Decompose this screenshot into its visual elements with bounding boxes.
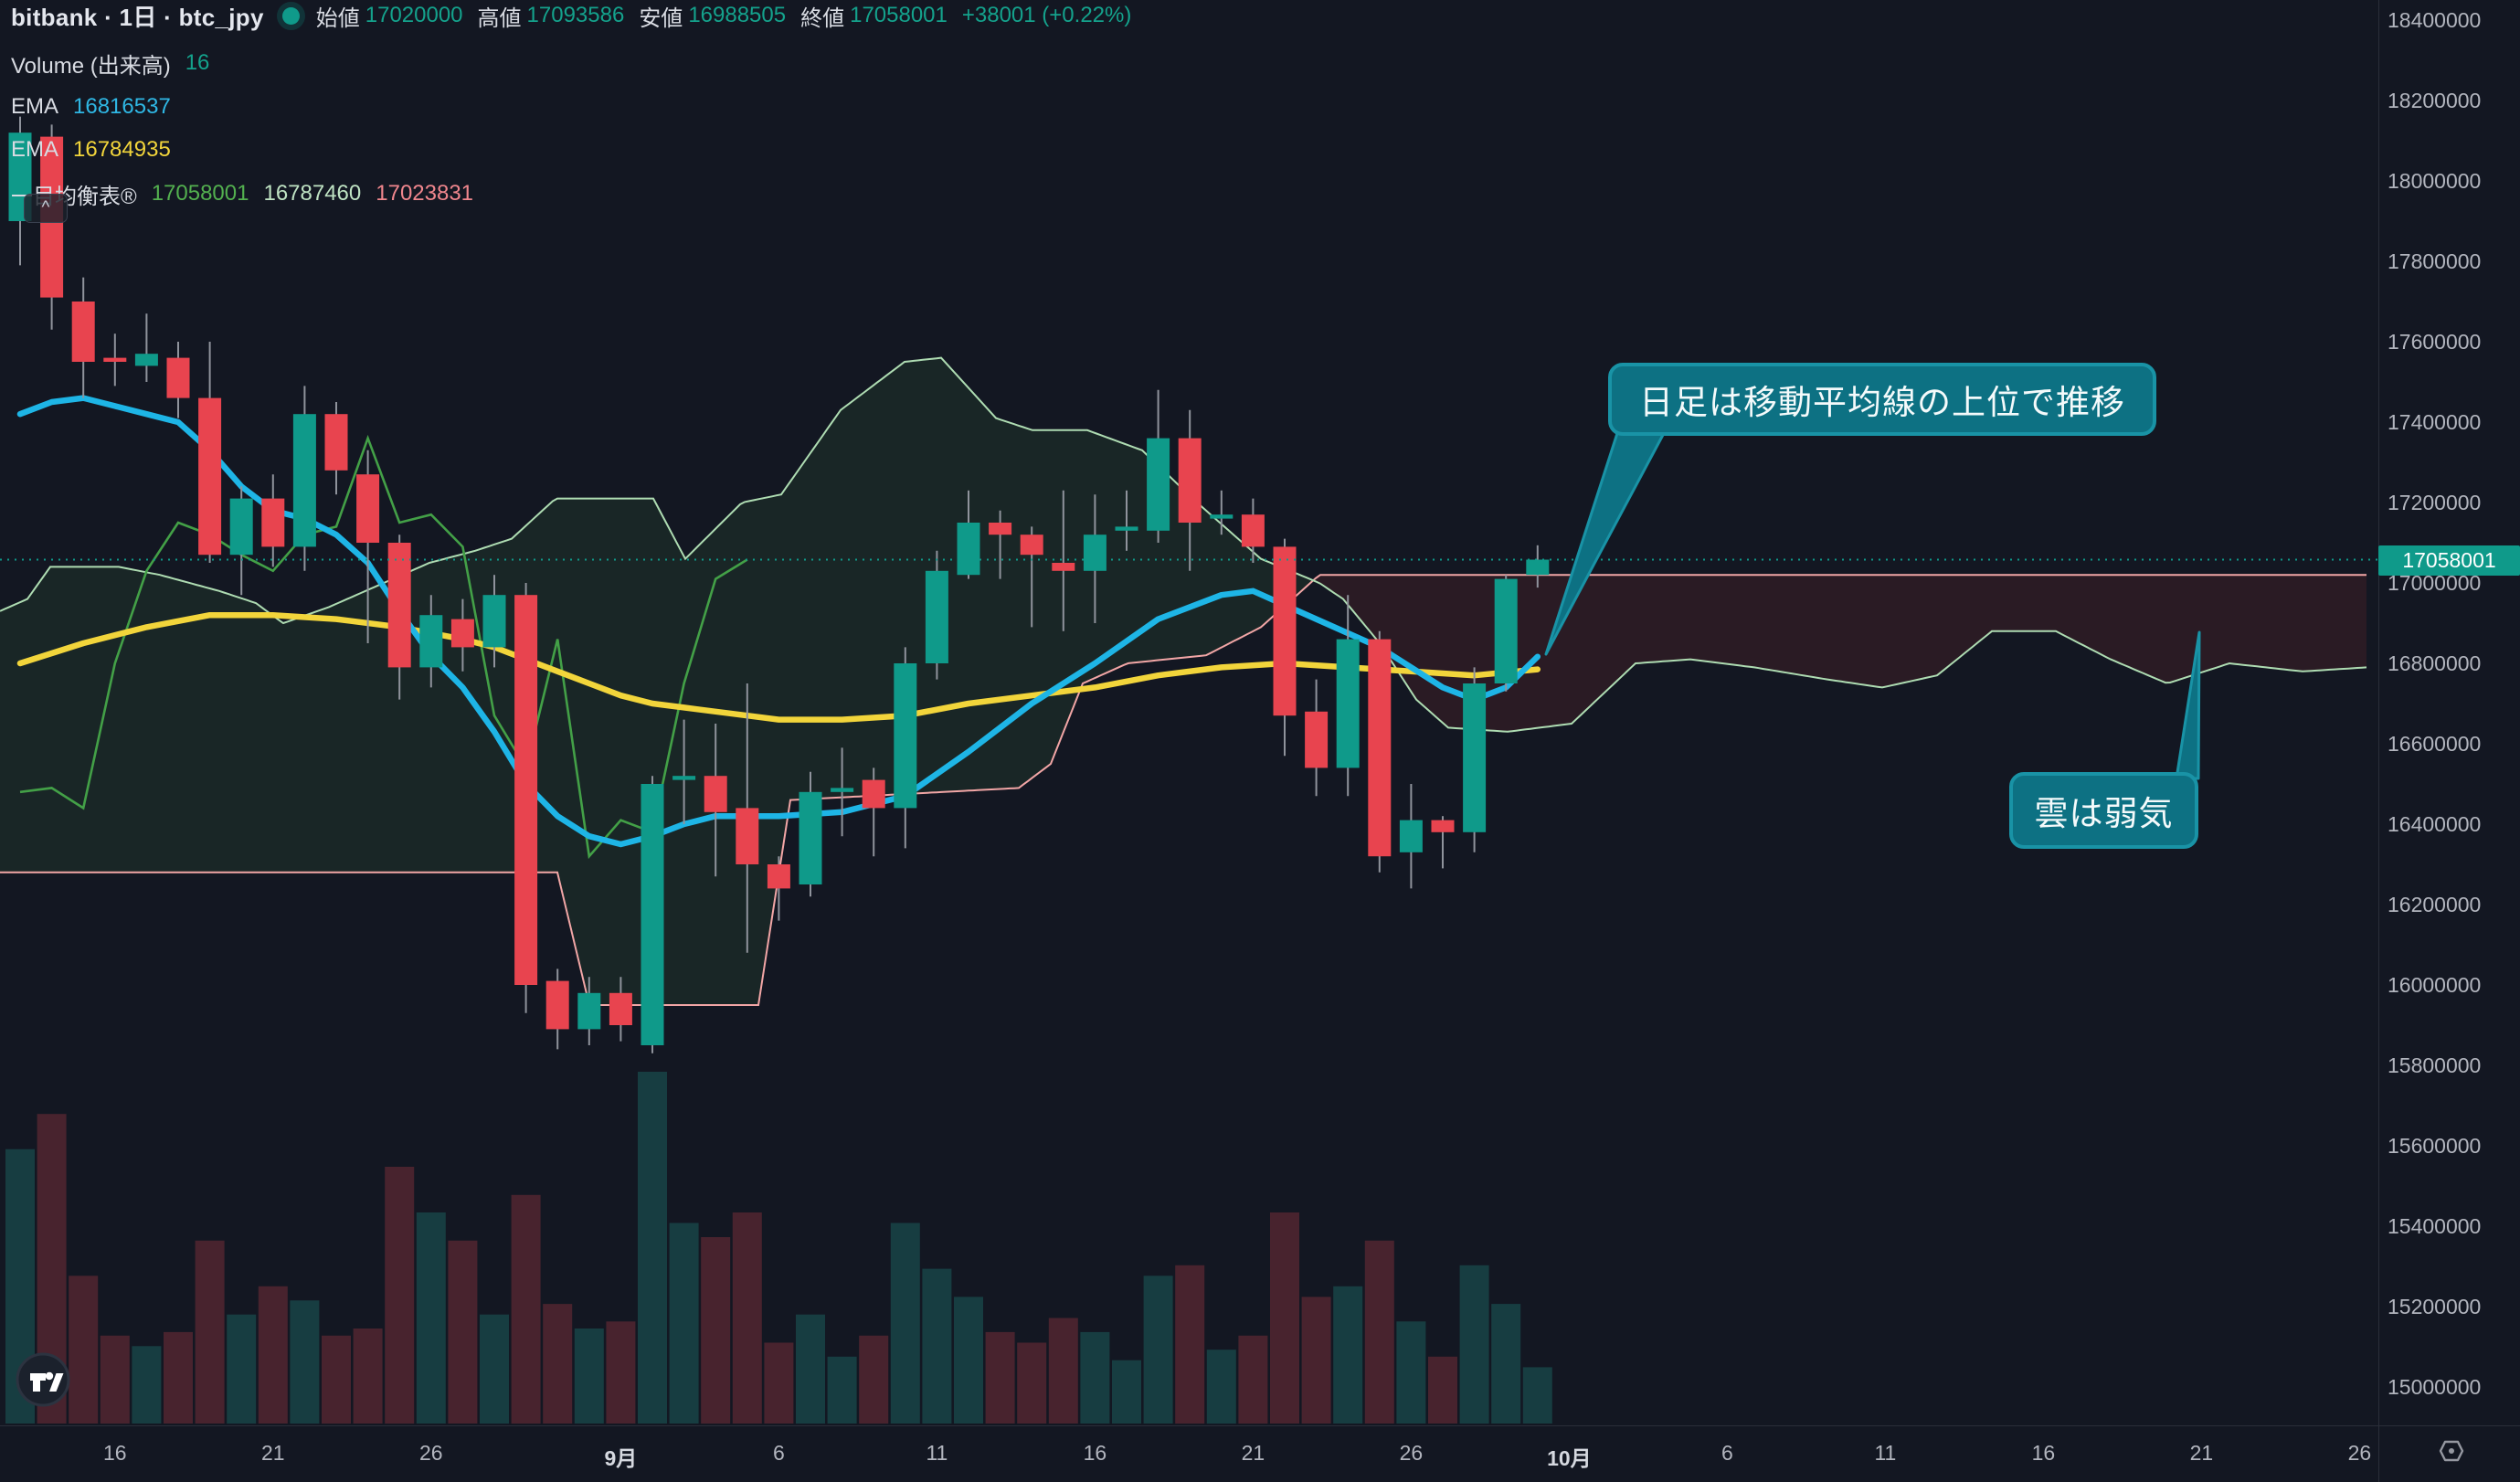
ichimoku-senkou-b-value: 17023831 (376, 181, 474, 206)
ohlc-values: 始値 17020000 高値 17093586 安値 16988505 終値 17058… (316, 0, 1141, 32)
time-axis[interactable]: 16 21 26 9月 6 11 16 21 26 10月 6 11 16 21 26 (0, 1426, 2520, 1482)
axis-separator-horizontal (0, 1425, 2520, 1426)
ichimoku-lagging-value: 17058001 (151, 181, 249, 206)
high-value: 17093586 (526, 3, 625, 27)
price-tick-label: 15800000 (2388, 1053, 2482, 1078)
price-tick-label: 18000000 (2388, 169, 2482, 194)
change-value: +38001 (+0.22%) (961, 3, 1132, 27)
price-tick-label: 16600000 (2388, 732, 2482, 757)
price-tick-label: 18200000 (2388, 89, 2482, 113)
symbol-row[interactable]: bitbank · 1日 · btc_jpy 始値 17020000 高値 1709… (11, 0, 1141, 32)
ichimoku-senkou-a-value: 16787460 (263, 181, 362, 206)
price-tick-label: 17600000 (2388, 330, 2482, 355)
time-tick-label: 21 (1241, 1441, 1265, 1465)
price-tick-label: 16400000 (2388, 812, 2482, 837)
annotation-text: 雲は弱気 (2034, 795, 2174, 832)
time-tick-label: 6 (772, 1441, 785, 1465)
price-tick-label: 16800000 (2388, 651, 2482, 676)
price-tick-label: 15400000 (2388, 1214, 2482, 1239)
time-tick-label: 21 (261, 1441, 285, 1465)
symbol-title: bitbank · 1日 · btc_jpy (11, 3, 264, 31)
price-tick-label: 18400000 (2388, 8, 2482, 33)
price-tick-label: 16000000 (2388, 973, 2482, 998)
annotation-text: 日足は移動平均線の上位で推移 (1639, 384, 2125, 421)
time-tick-label: 16 (1083, 1441, 1107, 1465)
time-tick-label: 6 (1721, 1441, 1733, 1465)
current-price-label: 17058001 (2378, 545, 2520, 576)
time-tick-label: 26 (419, 1441, 443, 1465)
time-tick-label: 9月 (604, 1446, 638, 1470)
low-label: 安値 (639, 5, 683, 31)
time-tick-label: 10月 (1547, 1446, 1592, 1470)
clock-icon[interactable] (2434, 1436, 2469, 1471)
time-tick-label: 16 (103, 1441, 127, 1465)
close-label: 終値 (800, 5, 845, 31)
legend-row-ichimoku[interactable]: 一目均衡表® 17058001 16787460 17023831 (11, 180, 474, 209)
axis-separator-vertical (2378, 0, 2379, 1482)
price-tick-label: 17800000 (2388, 249, 2482, 274)
price-axis[interactable]: 18400000 18200000 18000000 17800000 17600000… (2379, 0, 2520, 1425)
annotation-bubble-cloud[interactable]: 雲は弱気 (2009, 772, 2198, 849)
time-tick-label: 21 (2189, 1441, 2214, 1465)
time-tick-label: 11 (1874, 1441, 1897, 1465)
price-tick-label: 16200000 (2388, 893, 2482, 917)
chevron-up-icon: ^ (41, 198, 50, 217)
time-tick-label: 11 (926, 1441, 948, 1465)
annotation-bubble-ma[interactable]: 日足は移動平均線の上位で推移 (1608, 363, 2156, 436)
legend-row-volume[interactable]: Volume (出来高) 16 (11, 49, 210, 79)
legend-row-ema-slow[interactable]: EMA 16784935 (11, 136, 171, 164)
price-tick-label: 15600000 (2388, 1134, 2482, 1159)
ema-slow-value: 16784935 (73, 137, 171, 162)
open-value: 17020000 (365, 3, 463, 27)
price-tick-label: 17200000 (2388, 491, 2482, 515)
close-value: 17058001 (850, 3, 948, 27)
low-value: 16988505 (688, 3, 787, 27)
legend-row-ema-fast[interactable]: EMA 16816537 (11, 93, 171, 121)
time-tick-label: 26 (1399, 1441, 1424, 1465)
volume-value: 16 (185, 50, 210, 75)
high-label: 高値 (477, 5, 522, 31)
volume-label: Volume (出来高) (11, 53, 171, 79)
legend-collapse-button[interactable]: ^ (24, 194, 68, 223)
time-tick-label: 16 (2031, 1441, 2056, 1465)
ema-fast-value: 16816537 (73, 94, 171, 119)
market-status-icon (281, 6, 300, 25)
price-tick-label: 15000000 (2388, 1375, 2482, 1400)
price-tick-label: 17400000 (2388, 410, 2482, 435)
price-tick-label: 15200000 (2388, 1295, 2482, 1319)
ema-fast-label: EMA (11, 94, 59, 119)
open-label: 始値 (315, 5, 360, 31)
time-tick-label: 26 (2347, 1441, 2372, 1465)
ema-slow-label: EMA (11, 137, 59, 162)
tradingview-logo[interactable] (15, 1351, 71, 1408)
